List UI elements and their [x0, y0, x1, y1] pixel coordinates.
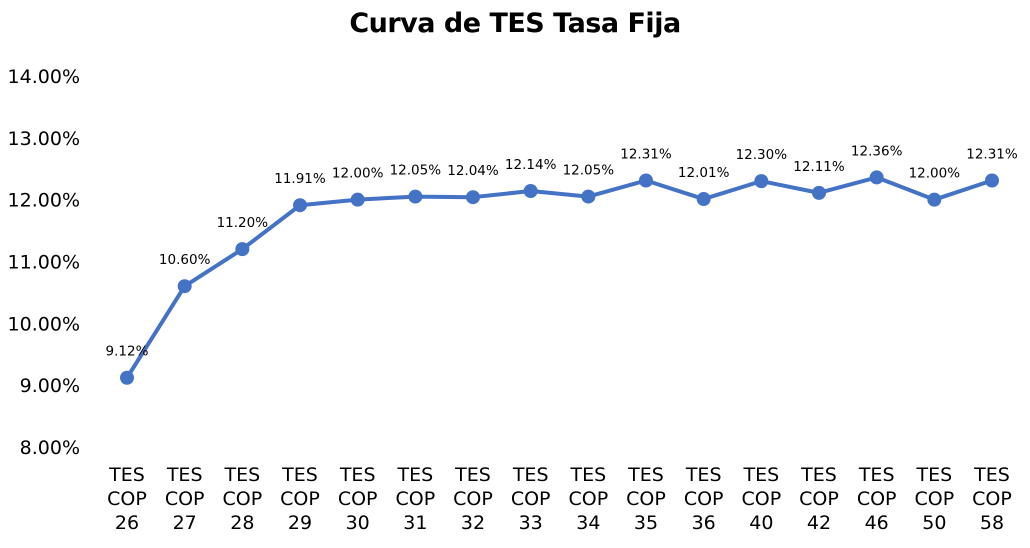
data-label: 12.05%: [563, 163, 615, 179]
data-point: [408, 189, 423, 204]
data-point: [581, 189, 596, 204]
data-point: [235, 242, 250, 257]
x-tick-label: TES COP 28: [222, 464, 262, 534]
data-point: [927, 192, 942, 207]
data-point: [350, 192, 365, 207]
data-label: 12.05%: [390, 163, 442, 179]
data-label: 12.36%: [851, 143, 903, 159]
data-label: 12.00%: [909, 166, 961, 182]
chart-title: Curva de TES Tasa Fija: [349, 8, 681, 39]
data-label: 12.31%: [966, 146, 1018, 162]
x-tick-label: TES COP 30: [338, 464, 378, 534]
y-tick-label: 13.00%: [8, 128, 80, 150]
x-tick-label: TES COP 34: [568, 464, 608, 534]
x-tick-label: TES COP 35: [626, 464, 666, 534]
x-tick-label: TES COP 40: [741, 464, 781, 534]
x-tick-label: TES COP 50: [914, 464, 954, 534]
data-point: [696, 192, 711, 207]
y-tick-label: 11.00%: [8, 252, 80, 274]
data-point: [639, 173, 653, 188]
x-tick-label: TES COP 27: [165, 464, 205, 534]
data-point: [177, 279, 192, 294]
x-tick-label: TES COP 58: [972, 464, 1012, 534]
y-tick-label: 9.00%: [20, 375, 80, 397]
data-label: 12.01%: [678, 165, 730, 181]
x-tick-label: TES COP 31: [395, 464, 435, 534]
data-label: 10.60%: [159, 252, 211, 268]
data-point: [812, 185, 826, 200]
y-tick-label: 10.00%: [8, 313, 80, 335]
data-label: 11.20%: [217, 215, 269, 231]
y-tick-label: 8.00%: [20, 437, 80, 459]
x-tick-label: TES COP 32: [453, 464, 493, 534]
data-point: [523, 184, 538, 199]
data-point: [120, 370, 134, 385]
data-point: [985, 173, 999, 188]
y-tick-label: 12.00%: [8, 190, 80, 212]
x-tick-label: TES COP 33: [511, 464, 551, 534]
data-label: 9.12%: [106, 344, 149, 360]
data-label: 12.00%: [332, 166, 384, 182]
x-tick-label: TES COP 36: [684, 464, 724, 534]
series-line: [125, 175, 994, 380]
data-label: 12.31%: [620, 146, 672, 162]
data-label: 12.30%: [736, 147, 788, 163]
data-point: [466, 190, 480, 205]
data-label: 12.14%: [505, 157, 557, 173]
data-point: [293, 198, 307, 213]
x-tick-label: TES COP 42: [799, 464, 839, 534]
data-point: [754, 174, 769, 189]
data-point: [869, 170, 884, 185]
x-tick-label: TES COP 29: [280, 464, 320, 534]
x-tick-label: TES COP 46: [857, 464, 897, 534]
y-tick-label: 14.00%: [8, 66, 80, 88]
x-tick-label: TES COP 26: [107, 464, 147, 534]
data-label: 11.91%: [274, 171, 326, 187]
data-label: 12.11%: [793, 159, 845, 175]
data-label: 12.04%: [447, 163, 499, 179]
